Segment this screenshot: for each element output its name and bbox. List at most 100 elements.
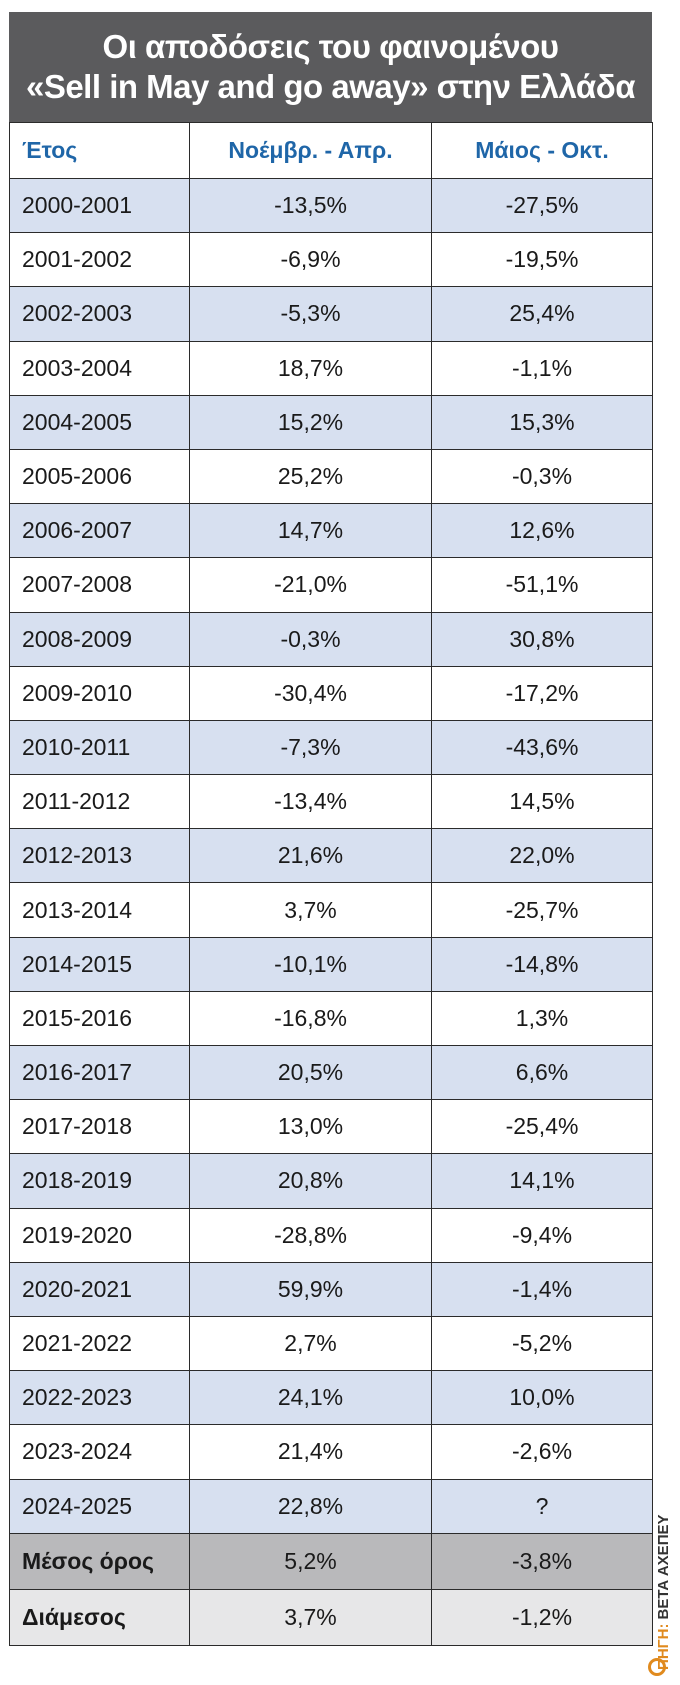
- header-nov-apr: Νοέμβρ. - Απρ.: [189, 122, 432, 179]
- table-body: 2000-2001 -13,5% -27,5% 2001-2002 -6,9% -19,5…: [9, 177, 653, 1646]
- cell-may-oct: -3,8%: [431, 1532, 653, 1590]
- table-row: 2021-2022 2,7% -5,2%: [9, 1315, 653, 1372]
- cell-year: 2000-2001: [9, 177, 190, 234]
- cell-may-oct: -25,7%: [431, 882, 653, 938]
- median-row: Διάμεσος 3,7% -1,2%: [9, 1588, 653, 1646]
- cell-nov-apr: -0,3%: [189, 611, 432, 667]
- table-row: 2024-2025 22,8%?: [9, 1478, 653, 1534]
- cell-label: Μέσος όρος: [9, 1532, 190, 1590]
- header-row: Έτος Νοέμβρ. - Απρ. Μάιος - Οκτ.: [9, 122, 653, 179]
- cell-nov-apr: 20,8%: [189, 1153, 432, 1209]
- table-row: 2023-2024 21,4% -2,6%: [9, 1424, 653, 1480]
- table-row: 2014-2015 -10,1% -14,8%: [9, 936, 653, 992]
- chart-title: Οι αποδόσεις του φαινομένου «Sell in May…: [9, 12, 652, 122]
- cell-nov-apr: -10,1%: [189, 936, 432, 992]
- table-row: 2007-2008 -21,0% -51,1%: [9, 557, 653, 613]
- cell-year: 2012-2013: [9, 828, 190, 884]
- cell-year: 2016-2017: [9, 1044, 190, 1101]
- table-row: 2005-2006 25,2% -0,3%: [9, 448, 653, 505]
- source-text: BETA ΑΧΕΠΕΥ: [654, 1514, 672, 1620]
- cell-nov-apr: 3,7%: [189, 882, 432, 938]
- header-year: Έτος: [9, 122, 190, 179]
- cell-nov-apr: 5,2%: [189, 1532, 432, 1590]
- table-row: 2002-2003 -5,3% 25,4%: [9, 286, 653, 342]
- cell-may-oct: -51,1%: [431, 557, 653, 613]
- cell-nov-apr: -6,9%: [189, 232, 432, 288]
- cell-may-oct: 14,5%: [431, 774, 653, 830]
- cell-nov-apr: 59,9%: [189, 1261, 432, 1317]
- cell-may-oct: -1,1%: [431, 340, 653, 396]
- cell-year: 2021-2022: [9, 1315, 190, 1372]
- cell-may-oct: -5,2%: [431, 1315, 653, 1372]
- cell-may-oct: 14,1%: [431, 1153, 653, 1209]
- cell-nov-apr: 20,5%: [189, 1044, 432, 1101]
- cell-may-oct: 30,8%: [431, 611, 653, 667]
- cell-year: 2005-2006: [9, 448, 190, 505]
- returns-table: Έτος Νοέμβρ. - Απρ. Μάιος - Οκτ. 2000-20…: [9, 122, 653, 1646]
- cell-may-oct: -25,4%: [431, 1099, 653, 1155]
- cell-nov-apr: -21,0%: [189, 557, 432, 613]
- table-row: 2010-2011 -7,3% -43,6%: [9, 719, 653, 776]
- title-line-2: «Sell in May and go away» στην Ελλάδα: [25, 68, 636, 105]
- cell-nov-apr: -28,8%: [189, 1207, 432, 1263]
- title-line-1: Οι αποδόσεις του φαινομένου: [102, 28, 559, 65]
- source-circle-icon: [648, 1658, 666, 1676]
- cell-nov-apr: 25,2%: [189, 448, 432, 505]
- cell-nov-apr: 22,8%: [189, 1478, 432, 1534]
- cell-year: 2010-2011: [9, 719, 190, 776]
- cell-may-oct: 6,6%: [431, 1044, 653, 1101]
- cell-year: 2022-2023: [9, 1370, 190, 1426]
- table-row: 2013-2014 3,7% -25,7%: [9, 882, 653, 938]
- cell-may-oct: 15,3%: [431, 394, 653, 450]
- cell-nov-apr: 14,7%: [189, 503, 432, 559]
- table-row: 2001-2002 -6,9% -19,5%: [9, 232, 653, 288]
- cell-may-oct: 25,4%: [431, 286, 653, 342]
- header-may-oct: Μάιος - Οκτ.: [431, 122, 653, 179]
- cell-nov-apr: 21,6%: [189, 828, 432, 884]
- cell-year: 2018-2019: [9, 1153, 190, 1209]
- returns-table-figure: Οι αποδόσεις του φαινομένου «Sell in May…: [9, 12, 653, 1646]
- cell-label: Διάμεσος: [9, 1588, 190, 1646]
- table-row: 2011-2012 -13,4% 14,5%: [9, 774, 653, 830]
- cell-year: 2011-2012: [9, 774, 190, 830]
- cell-nov-apr: -16,8%: [189, 990, 432, 1047]
- cell-year: 2006-2007: [9, 503, 190, 559]
- cell-year: 2003-2004: [9, 340, 190, 396]
- cell-may-oct: ?: [431, 1478, 653, 1534]
- cell-nov-apr: -13,5%: [189, 177, 432, 234]
- cell-nov-apr: -5,3%: [189, 286, 432, 342]
- cell-nov-apr: -7,3%: [189, 719, 432, 776]
- cell-nov-apr: -30,4%: [189, 665, 432, 721]
- table-row: 2012-2013 21,6% 22,0%: [9, 828, 653, 884]
- cell-nov-apr: 18,7%: [189, 340, 432, 396]
- cell-nov-apr: 3,7%: [189, 1588, 432, 1646]
- cell-year: 2023-2024: [9, 1424, 190, 1480]
- cell-may-oct: 22,0%: [431, 828, 653, 884]
- table-row: 2018-2019 20,8% 14,1%: [9, 1153, 653, 1209]
- cell-may-oct: 1,3%: [431, 990, 653, 1047]
- cell-year: 2002-2003: [9, 286, 190, 342]
- cell-may-oct: -43,6%: [431, 719, 653, 776]
- cell-may-oct: -1,4%: [431, 1261, 653, 1317]
- cell-year: 2007-2008: [9, 557, 190, 613]
- cell-year: 2013-2014: [9, 882, 190, 938]
- table-row: 2022-2023 24,1% 10,0%: [9, 1370, 653, 1426]
- table-row: 2016-2017 20,5% 6,6%: [9, 1044, 653, 1101]
- cell-nov-apr: 15,2%: [189, 394, 432, 450]
- table-row: 2003-2004 18,7% -1,1%: [9, 340, 653, 396]
- average-row: Μέσος όρος 5,2% -3,8%: [9, 1532, 653, 1590]
- cell-nov-apr: 21,4%: [189, 1424, 432, 1480]
- cell-year: 2015-2016: [9, 990, 190, 1047]
- cell-year: 2004-2005: [9, 394, 190, 450]
- cell-year: 2024-2025: [9, 1478, 190, 1534]
- cell-nov-apr: 13,0%: [189, 1099, 432, 1155]
- cell-may-oct: -2,6%: [431, 1424, 653, 1480]
- table-row: 2015-2016 -16,8% 1,3%: [9, 990, 653, 1047]
- source-note: ΠΗΓΗ: BETA ΑΧΕΠΕΥ: [651, 1470, 675, 1670]
- cell-may-oct: -27,5%: [431, 177, 653, 234]
- cell-year: 2001-2002: [9, 232, 190, 288]
- cell-year: 2009-2010: [9, 665, 190, 721]
- cell-may-oct: -9,4%: [431, 1207, 653, 1263]
- cell-may-oct: 12,6%: [431, 503, 653, 559]
- cell-may-oct: -0,3%: [431, 448, 653, 505]
